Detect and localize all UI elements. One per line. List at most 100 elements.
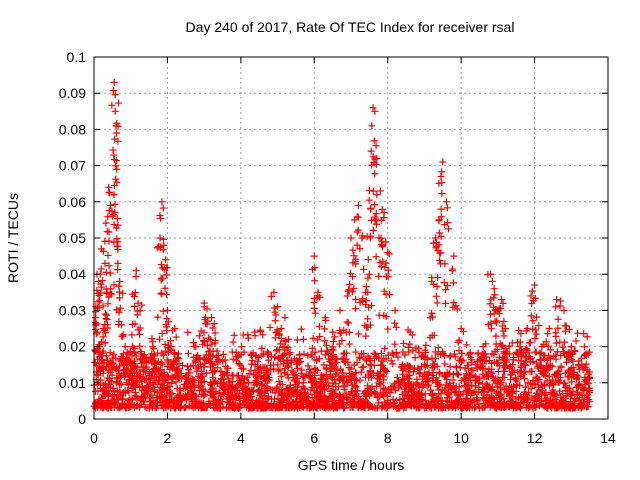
data-point-marker <box>274 303 282 311</box>
data-point-marker <box>163 315 171 323</box>
data-point-marker <box>117 358 125 366</box>
data-point-marker <box>92 404 100 412</box>
data-point-marker <box>501 367 509 375</box>
data-point-marker <box>565 325 573 333</box>
data-point-marker <box>257 327 265 335</box>
data-point-marker <box>274 395 282 403</box>
data-point-marker <box>343 318 351 326</box>
data-point-marker <box>184 328 192 336</box>
data-point-marker <box>113 178 121 186</box>
data-point-marker <box>522 327 530 335</box>
data-point-marker <box>517 330 525 338</box>
data-point-marker <box>112 122 120 130</box>
y-tick-label: 0.09 <box>59 85 86 101</box>
y-tick-label: 0.08 <box>59 121 86 137</box>
data-point-marker <box>515 394 523 402</box>
data-point-marker <box>512 387 520 395</box>
data-point-marker <box>449 303 457 311</box>
data-point-marker <box>313 357 321 365</box>
data-point-marker <box>253 401 261 409</box>
data-point-marker <box>357 368 365 376</box>
data-point-marker <box>280 392 288 400</box>
data-point-marker <box>152 394 160 402</box>
data-point-marker <box>119 395 127 403</box>
data-point-marker <box>446 352 454 360</box>
data-point-marker <box>364 303 372 311</box>
data-point-marker <box>170 399 178 407</box>
data-point-marker <box>344 319 352 327</box>
data-point-marker <box>239 365 247 373</box>
y-tick-label: 0.1 <box>67 49 87 65</box>
data-point-marker <box>102 389 110 397</box>
data-point-marker <box>284 356 292 364</box>
data-point-marker <box>540 402 548 410</box>
data-point-marker <box>385 266 393 274</box>
data-point-marker <box>131 289 139 297</box>
data-point-marker <box>552 339 560 347</box>
data-point-marker <box>265 349 273 357</box>
data-point-marker <box>321 325 329 333</box>
data-point-marker <box>354 201 362 209</box>
data-point-marker <box>284 374 292 382</box>
data-point-marker <box>213 403 221 411</box>
data-point-marker <box>509 361 517 369</box>
data-point-marker <box>116 304 124 312</box>
data-point-marker <box>165 318 173 326</box>
data-point-marker <box>192 398 200 406</box>
data-point-marker <box>139 355 147 363</box>
data-point-marker <box>102 402 110 410</box>
data-point-marker <box>209 324 217 332</box>
data-point-marker <box>115 308 123 316</box>
data-point-marker <box>136 307 144 315</box>
data-point-marker <box>421 354 429 362</box>
data-point-marker <box>505 342 513 350</box>
data-point-marker <box>146 401 154 409</box>
data-point-marker <box>408 393 416 401</box>
data-point-marker <box>217 367 225 375</box>
data-point-marker <box>475 400 483 408</box>
data-point-marker <box>182 403 190 411</box>
data-point-marker <box>283 397 291 405</box>
data-point-marker <box>216 379 224 387</box>
data-point-marker <box>439 350 447 358</box>
data-point-marker <box>568 378 576 386</box>
data-point-marker <box>277 325 285 332</box>
data-point-marker <box>546 354 554 362</box>
data-point-marker <box>157 289 165 297</box>
data-point-marker <box>311 264 319 272</box>
data-point-marker <box>430 239 438 247</box>
data-point-marker <box>358 350 366 358</box>
data-point-marker <box>551 390 559 398</box>
data-point-marker <box>286 349 294 357</box>
data-point-marker <box>374 369 382 377</box>
data-point-marker <box>443 388 451 396</box>
data-point-marker <box>272 404 280 412</box>
data-point-marker <box>325 382 333 390</box>
data-point-marker <box>572 337 580 345</box>
data-point-marker <box>553 296 561 304</box>
data-point-marker <box>377 361 385 369</box>
data-point-marker <box>433 400 441 408</box>
data-point-marker <box>304 351 312 359</box>
data-point-marker <box>159 246 167 254</box>
data-point-marker <box>371 213 379 221</box>
data-point-marker <box>111 91 119 99</box>
data-point-marker <box>367 389 375 397</box>
data-point-marker <box>362 332 370 340</box>
data-point-marker <box>500 317 508 325</box>
data-point-marker <box>551 403 559 411</box>
data-point-marker <box>164 373 172 381</box>
data-point-marker <box>91 387 99 395</box>
data-point-marker <box>97 265 105 273</box>
data-point-marker <box>477 356 485 364</box>
data-point-marker <box>148 359 156 367</box>
data-point-marker <box>404 343 412 351</box>
y-tick-label: 0.05 <box>59 230 86 246</box>
data-point-marker <box>355 330 363 338</box>
data-point-marker <box>131 348 139 356</box>
data-point-marker <box>106 368 114 376</box>
data-point-marker <box>535 321 543 329</box>
data-point-marker <box>163 387 171 395</box>
data-point-marker <box>437 232 445 240</box>
data-point-marker <box>382 238 390 246</box>
